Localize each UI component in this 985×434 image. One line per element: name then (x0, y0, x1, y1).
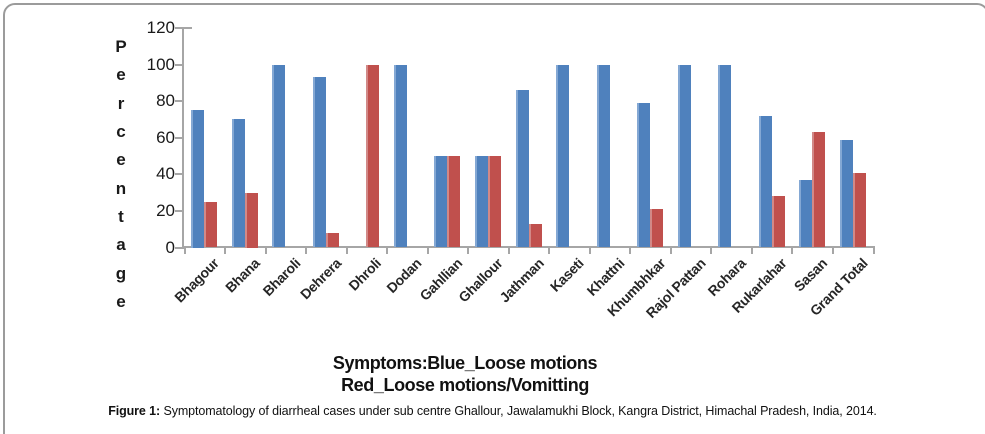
y-tick (175, 63, 183, 66)
bar-loose-motions-vomitting-ghallour (487, 156, 501, 248)
y-tick (175, 173, 183, 176)
bar-loose-motions-kaseti (556, 64, 570, 248)
y-axis-title-letter: r (117, 93, 125, 113)
bar-loose-motions-vomitting-jathman (528, 223, 542, 248)
bar-loose-motions-rajol-pattan (677, 64, 691, 248)
bar-loose-motions-bhagour (191, 110, 205, 248)
bar-loose-motions-vomitting-bhana (244, 192, 258, 248)
y-axis-title-letter: c (116, 121, 126, 141)
x-tick (872, 248, 875, 254)
y-axis-title-letter: e (116, 291, 126, 311)
legend-line-red-series: Red_Loose motions/Vomitting (341, 375, 589, 395)
y-axis-title-letter: g (115, 263, 127, 283)
bar-loose-motions-khattni (596, 64, 610, 248)
x-tick (305, 248, 308, 254)
x-category-label-dehrera: Dehrera (296, 255, 344, 303)
caption-text: Symptomatology of diarrheal cases under … (160, 404, 877, 418)
y-tick-label: 40 (156, 164, 175, 184)
y-axis-top-stub (184, 27, 192, 29)
x-category-label-bhagour: Bhagour (171, 255, 223, 306)
bar-loose-motions-rohara (718, 64, 732, 248)
x-category-label-bharoli: Bharoli (259, 255, 304, 299)
bar-loose-motions-vomitting-sasan (812, 132, 826, 248)
y-tick (175, 100, 183, 103)
x-tick (467, 248, 470, 254)
bar-loose-motions-vomitting-rukarlahar (771, 196, 785, 248)
y-tick-label: 80 (156, 91, 175, 111)
y-axis-line (182, 27, 184, 249)
y-axis-title-letter: a (116, 235, 126, 255)
x-tick (791, 248, 794, 254)
bar-loose-motions-gahllian (434, 156, 448, 248)
figure-border (3, 3, 985, 434)
y-tick-label: 20 (156, 200, 175, 220)
y-tick (175, 27, 183, 29)
bar-loose-motions-vomitting-dehrera (325, 232, 339, 248)
x-tick (264, 248, 267, 254)
y-axis-title-letter: t (118, 206, 124, 226)
x-tick (588, 248, 591, 254)
figure-caption: Figure 1: Symptomatology of diarrheal ca… (0, 404, 985, 418)
bar-loose-motions-dehrera (312, 77, 326, 248)
y-axis-title-letter: n (115, 178, 127, 198)
x-category-label-kaseti: Kaseti (547, 255, 587, 295)
x-category-label-dhroli: Dhroli (345, 255, 385, 294)
y-tick (175, 209, 183, 212)
y-tick-label: 60 (156, 127, 175, 147)
caption-label: Figure 1: (108, 404, 161, 418)
y-tick-label: 120 (146, 18, 175, 37)
bar-loose-motions-ghallour (474, 156, 488, 248)
y-axis-title-letter: e (116, 65, 126, 85)
x-tick (386, 248, 389, 254)
x-tick (750, 248, 753, 254)
x-tick (507, 248, 510, 254)
x-tick (183, 248, 186, 254)
x-tick (345, 248, 348, 254)
bar-loose-motions-vomitting-grand-total (852, 172, 866, 248)
x-category-label-ghallour: Ghallour (455, 255, 506, 306)
x-tick (669, 248, 672, 254)
y-tick (175, 246, 183, 249)
bar-loose-motions-vomitting-gahllian (447, 156, 461, 248)
bar-loose-motions-sasan (799, 179, 813, 248)
bar-loose-motions-vomitting-khumbhkar (650, 209, 664, 248)
x-category-label-jathman: Jathman (495, 255, 547, 306)
x-category-label-bhana: Bhana (222, 255, 263, 296)
x-tick (629, 248, 632, 254)
bar-loose-motions-rukarlahar (758, 115, 772, 248)
legend-line-blue-series: Symptoms:Blue_Loose motions (332, 353, 598, 373)
y-axis-title-letter: P (115, 37, 127, 56)
y-axis-title-letter: e (116, 150, 126, 170)
x-tick (831, 248, 834, 254)
x-tick (426, 248, 429, 254)
bar-loose-motions-khumbhkar (637, 102, 651, 248)
bar-loose-motions-bharoli (272, 64, 286, 248)
bar-loose-motions-vomitting-bhagour (204, 201, 218, 248)
bar-loose-motions-grand-total (839, 139, 853, 248)
bar-loose-motions-jathman (515, 90, 529, 248)
x-tick (710, 248, 713, 254)
y-tick-label: 100 (146, 54, 175, 74)
bar-loose-motions-dodan (393, 64, 407, 248)
y-tick-label: 0 (165, 237, 175, 257)
bar-loose-motions-vomitting-dhroli (366, 64, 380, 248)
x-tick (548, 248, 551, 254)
bar-loose-motions-bhana (231, 119, 245, 248)
x-tick (224, 248, 227, 254)
y-tick (175, 136, 183, 139)
chart-legend: Symptoms:Blue_Loose motions Red_Loose mo… (60, 352, 870, 396)
